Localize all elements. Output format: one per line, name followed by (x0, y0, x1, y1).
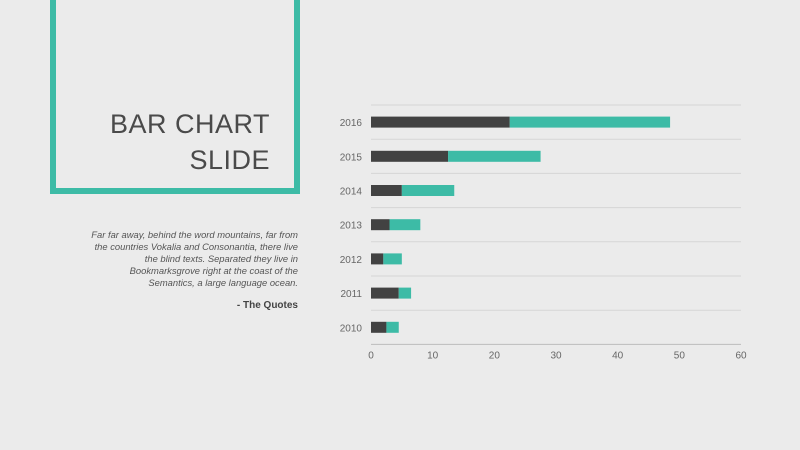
x-tick-label: 40 (612, 350, 624, 361)
quote-attribution: - The Quotes (236, 300, 298, 311)
bar-2013-segment-2 (389, 219, 421, 231)
x-tick-label: 60 (735, 350, 747, 361)
bar-2016-segment-2 (509, 116, 671, 128)
y-tick-label: 2010 (340, 323, 363, 334)
quote-text: Far far away, behind the word mountains,… (91, 229, 298, 288)
bar-2014-segment-1 (371, 185, 402, 196)
x-tick-label: 0 (368, 350, 374, 361)
y-tick-label: 2015 (340, 152, 363, 163)
bar-2015-segment-2 (448, 150, 541, 162)
y-tick-label: 2014 (340, 187, 363, 198)
slide-title-line-2: SLIDE (189, 145, 270, 175)
bar-2012-segment-2 (383, 253, 402, 265)
y-tick-label: 2012 (340, 255, 363, 266)
bar-2010-segment-1 (371, 321, 387, 333)
bar-2013-segment-1 (371, 219, 390, 231)
x-tick-label: 20 (489, 350, 501, 361)
x-tick-label: 50 (674, 350, 686, 361)
bar-2015-segment-1 (371, 150, 449, 162)
bar-2011-segment-2 (398, 287, 412, 299)
bar-2012-segment-1 (371, 253, 384, 265)
bar-2011-segment-1 (371, 287, 399, 299)
bar-2016-segment-1 (371, 116, 510, 128)
bar-2010-segment-2 (386, 321, 399, 333)
decorative-frame (50, 0, 300, 194)
y-tick-label: 2011 (340, 289, 362, 300)
slide-title: BAR CHART SLIDE (110, 106, 270, 178)
x-tick-label: 10 (427, 350, 439, 361)
x-tick-label: 30 (550, 350, 562, 361)
bar-2014-segment-2 (401, 185, 455, 196)
y-tick-label: 2016 (340, 118, 363, 129)
slide-title-line-1: BAR CHART (109, 109, 270, 139)
y-tick-label: 2013 (340, 221, 363, 232)
